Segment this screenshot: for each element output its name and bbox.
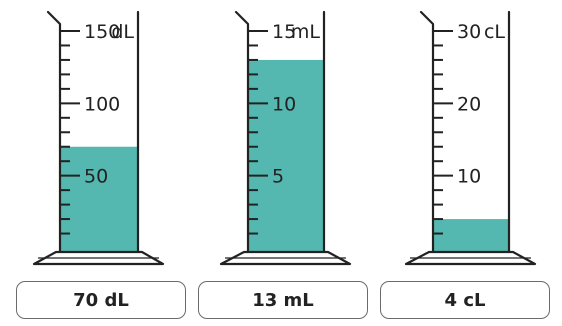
answer-box-1: 70 dL [16,281,186,319]
answer-text-2: 13 mL [252,289,314,311]
liquid-fill [433,219,509,252]
unit-label: mL [291,21,321,43]
liquid-fill [60,146,138,252]
answer-box-2: 13 mL [198,281,368,319]
unit-label: dL [111,21,134,43]
tick-label: 30 [457,21,481,43]
cylinder-3: 10 20 30 cL [404,10,537,266]
tick-label: 50 [84,166,108,188]
answer-text-3: 4 cL [444,289,486,311]
answer-box-3: 4 cL [380,281,550,319]
tick-label: 150 [84,21,120,43]
unit-label: cL [484,21,505,43]
tick-label: 5 [272,166,284,188]
answer-text-1: 70 dL [73,289,129,311]
liquid-fill [248,59,324,252]
tick-label: 20 [457,93,481,115]
tick-label: 15 [272,21,296,43]
tick-label: 10 [457,166,481,188]
tick-label: 10 [272,93,296,115]
tick-label: 100 [84,93,120,115]
